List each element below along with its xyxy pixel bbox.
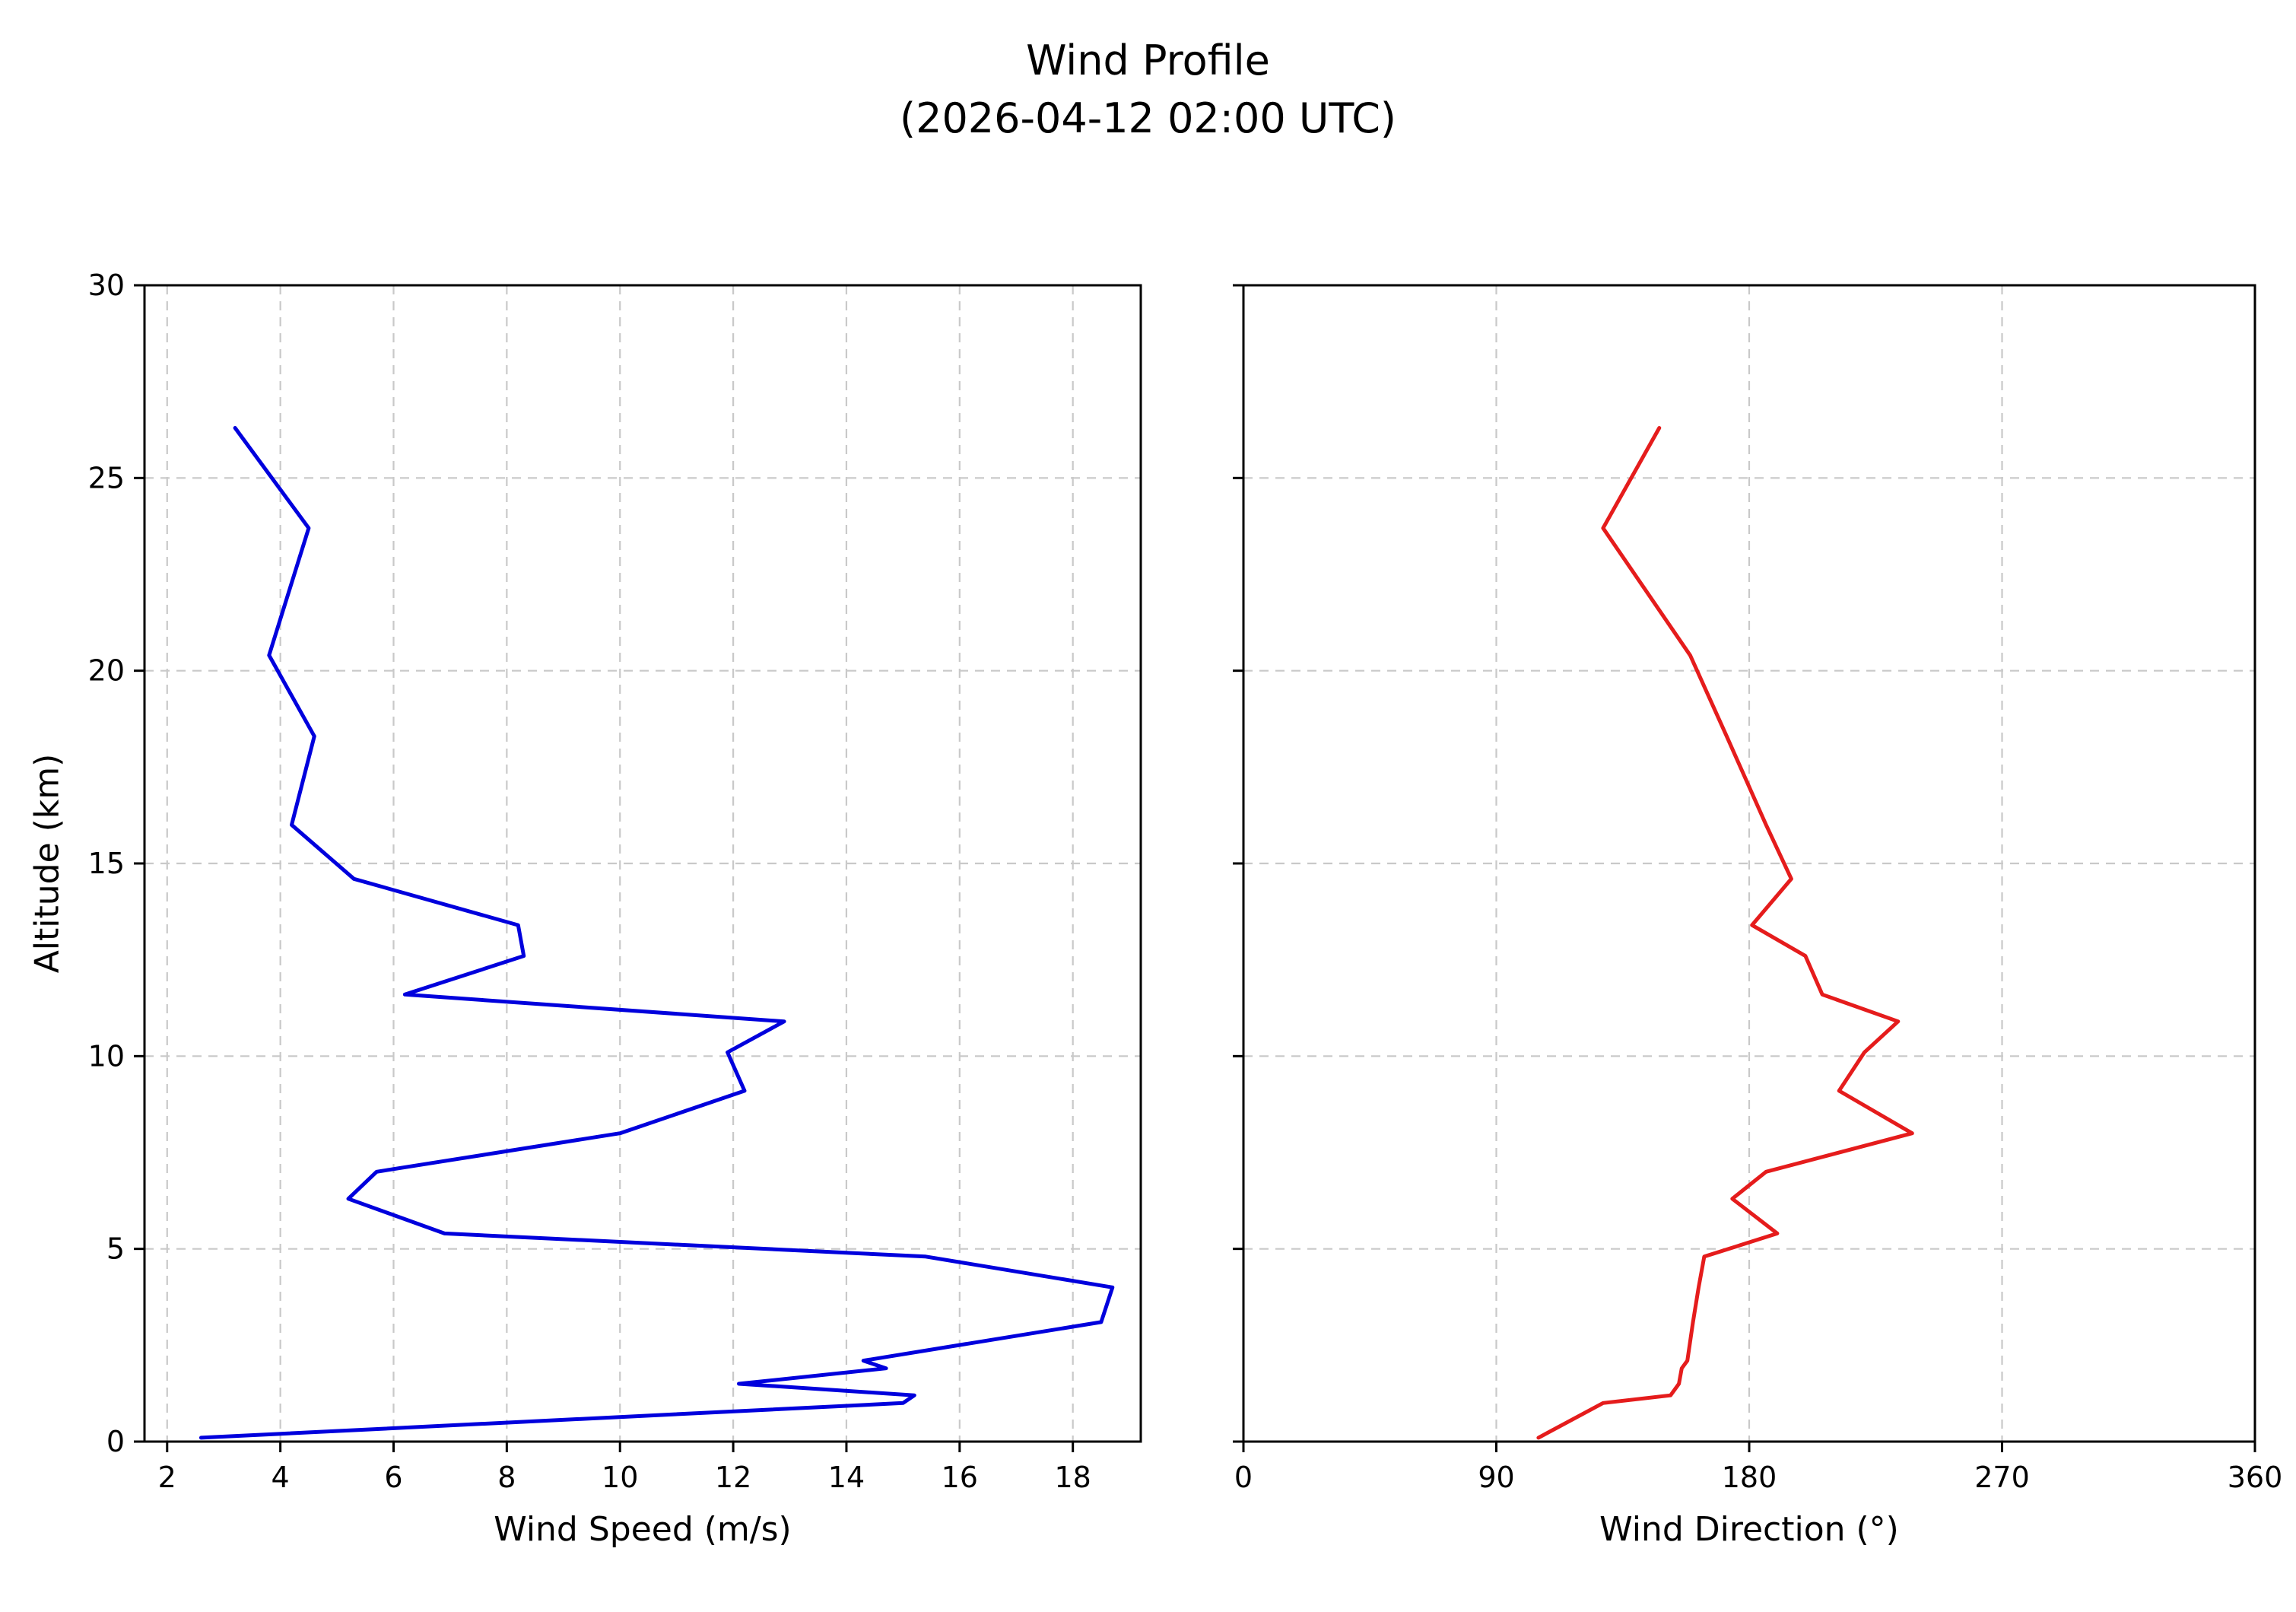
x-axis-label-wind-speed: Wind Speed (m/s) bbox=[494, 1510, 792, 1549]
y-tick-label: 25 bbox=[88, 461, 125, 494]
x-tick-label: 0 bbox=[1234, 1461, 1253, 1494]
wind-direction-subplot: 0 90 180 270 360 bbox=[1233, 284, 2283, 1494]
x-tick-label: 360 bbox=[2228, 1461, 2283, 1494]
x-tick-label: 12 bbox=[715, 1461, 751, 1494]
x-tick-label: 270 bbox=[1974, 1461, 2030, 1494]
x-tick-label: 4 bbox=[272, 1461, 290, 1494]
x-tick-label: 16 bbox=[942, 1461, 978, 1494]
x-tick-label: 8 bbox=[497, 1461, 516, 1494]
y-axis-label-altitude: Altitude (km) bbox=[27, 753, 67, 974]
y-tick-label: 15 bbox=[88, 847, 125, 880]
x-tick-label: 18 bbox=[1055, 1461, 1091, 1494]
x-axis-label-wind-direction: Wind Direction (°) bbox=[1599, 1510, 1899, 1549]
x-tick-label: 10 bbox=[602, 1461, 638, 1494]
x-tick-label: 2 bbox=[158, 1461, 176, 1494]
wind-speed-subplot: 2 4 6 8 10 12 14 16 18 0 5 10 15 20 25 30 bbox=[88, 269, 1142, 1494]
chart-title-line1: Wind Profile bbox=[1026, 37, 1270, 84]
wind-speed-line bbox=[198, 426, 1115, 1440]
chart-title: Wind Profile (2026-04-12 02:00 UTC) bbox=[0, 32, 2296, 148]
y-tick-label: 0 bbox=[106, 1425, 125, 1458]
chart-title-line2: (2026-04-12 02:00 UTC) bbox=[900, 94, 1396, 142]
x-tick-label: 14 bbox=[828, 1461, 865, 1494]
y-tick-label: 20 bbox=[88, 654, 125, 688]
x-tick-label: 180 bbox=[1722, 1461, 1777, 1494]
y-tick-label: 5 bbox=[106, 1232, 125, 1266]
wind-direction-line bbox=[1536, 426, 1914, 1440]
y-tick-label: 30 bbox=[88, 269, 125, 302]
x-tick-label: 6 bbox=[384, 1461, 402, 1494]
y-tick-label: 10 bbox=[88, 1039, 125, 1073]
x-tick-label: 90 bbox=[1478, 1461, 1514, 1494]
